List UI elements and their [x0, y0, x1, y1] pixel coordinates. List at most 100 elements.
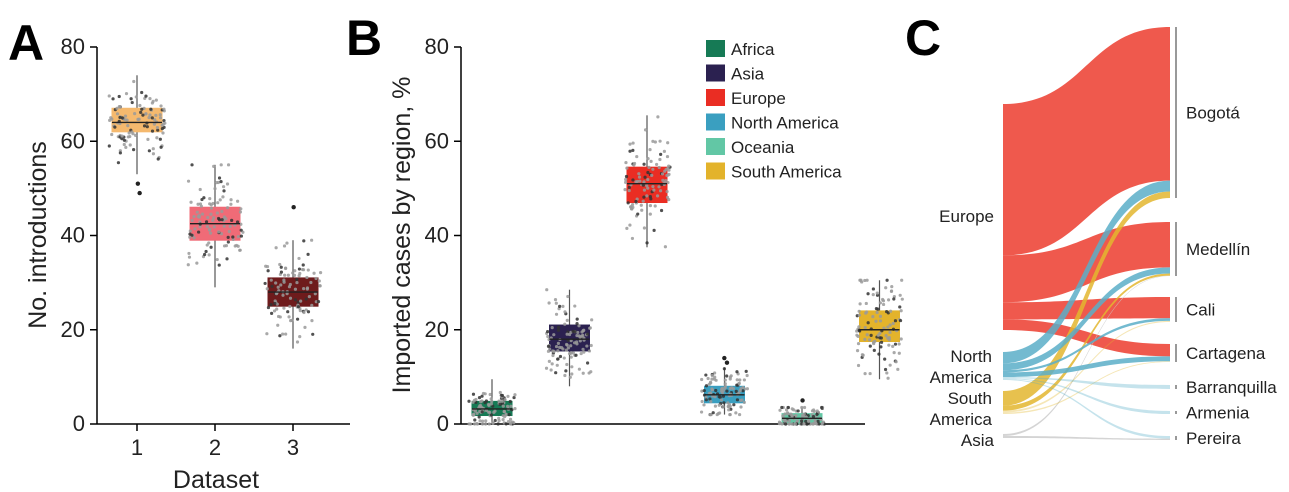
data-point: [796, 409, 800, 413]
data-point: [475, 411, 479, 415]
data-point: [306, 268, 310, 272]
data-point: [897, 351, 901, 355]
data-point: [813, 421, 818, 425]
data-point: [871, 292, 875, 297]
data-point: [659, 189, 663, 193]
data-point: [573, 304, 577, 308]
data-point: [188, 229, 192, 233]
data-point: [155, 136, 159, 140]
data-point: [713, 371, 717, 375]
data-point: [567, 332, 572, 337]
data-point: [744, 369, 748, 374]
sankey-flow: [1003, 361, 1170, 414]
data-point: [633, 161, 637, 166]
data-point: [888, 330, 892, 334]
data-point: [158, 137, 162, 141]
data-point: [190, 218, 194, 223]
data-point: [581, 347, 585, 351]
data-point: [212, 216, 216, 220]
data-point: [292, 273, 297, 278]
data-point: [721, 405, 725, 409]
data-point: [645, 241, 649, 245]
data-point: [627, 188, 631, 193]
data-point: [282, 244, 287, 248]
data-point: [562, 356, 566, 360]
data-point: [148, 113, 152, 117]
data-point: [874, 307, 879, 311]
data-point: [646, 177, 650, 182]
data-point: [488, 392, 492, 397]
data-point: [215, 211, 219, 215]
sankey-flow: [1003, 191, 1170, 406]
data-point: [209, 206, 214, 210]
data-point: [868, 344, 872, 348]
data-point: [624, 160, 628, 165]
data-point: [863, 278, 867, 283]
data-point: [151, 152, 156, 156]
x-tick-label: 3: [287, 435, 299, 460]
data-point: [188, 235, 192, 239]
data-point: [133, 111, 137, 116]
data-point: [547, 301, 551, 305]
data-point: [893, 319, 898, 323]
data-point: [278, 262, 282, 267]
data-point: [286, 310, 290, 314]
data-point: [704, 384, 709, 388]
data-point: [503, 415, 507, 419]
data-point: [900, 278, 904, 282]
data-point: [149, 107, 153, 111]
data-point: [298, 271, 302, 276]
data-point: [635, 197, 639, 201]
data-point: [739, 405, 743, 409]
data-point: [274, 281, 278, 285]
data-point: [126, 124, 130, 128]
data-point: [148, 96, 152, 101]
data-point: [302, 239, 306, 243]
legend-label: Africa: [731, 40, 775, 59]
data-point: [884, 333, 888, 338]
data-point: [120, 134, 124, 138]
data-point: [728, 386, 732, 391]
data-point: [578, 339, 582, 343]
data-point: [221, 185, 226, 189]
data-point: [312, 271, 316, 275]
data-point: [151, 147, 155, 151]
data-point: [128, 143, 132, 147]
data-point: [574, 353, 578, 357]
data-point: [229, 202, 233, 206]
data-point: [567, 351, 572, 356]
data-point: [635, 154, 639, 159]
data-point: [239, 207, 243, 211]
data-point: [207, 253, 211, 257]
sankey-target-label: Armenia: [1186, 404, 1250, 423]
data-point: [887, 298, 891, 302]
data-point: [282, 278, 286, 282]
data-point: [865, 333, 869, 337]
data-point: [741, 385, 745, 390]
data-point: [735, 370, 739, 374]
data-point: [723, 384, 728, 389]
data-point: [888, 323, 892, 327]
data-point: [863, 326, 867, 330]
data-point: [550, 326, 554, 330]
data-point: [122, 142, 126, 147]
data-point: [568, 375, 572, 379]
data-point: [662, 149, 667, 153]
data-point: [875, 310, 879, 315]
data-point: [298, 335, 302, 339]
sankey-flow: [1003, 379, 1170, 439]
data-point: [855, 333, 859, 337]
data-point: [547, 359, 551, 363]
data-point: [565, 332, 569, 336]
data-point: [226, 235, 230, 239]
data-point: [195, 210, 199, 214]
data-point: [282, 306, 286, 310]
data-point: [512, 395, 516, 400]
data-point: [266, 305, 271, 310]
data-point: [216, 201, 220, 205]
data-point: [649, 197, 653, 201]
data-point: [118, 151, 122, 155]
data-point: [129, 97, 133, 101]
data-point: [876, 333, 880, 337]
data-point: [734, 389, 738, 394]
